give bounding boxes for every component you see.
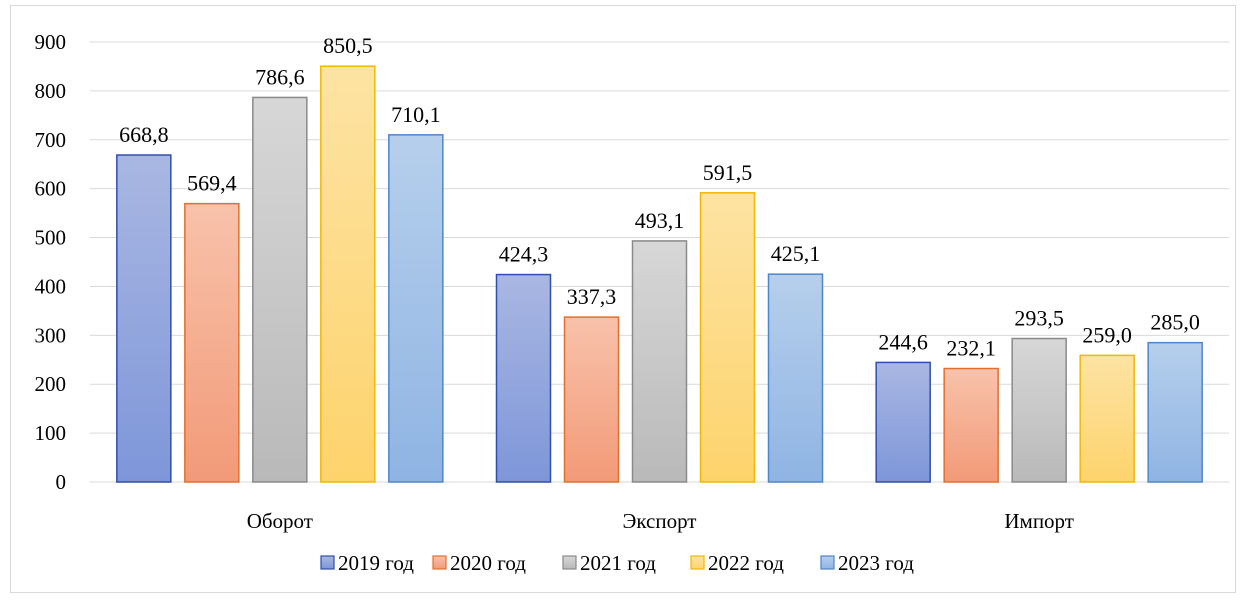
bar <box>943 367 999 483</box>
data-label: 710,1 <box>391 102 441 127</box>
legend-label: 2021 год <box>580 551 656 575</box>
data-label: 244,6 <box>878 329 928 354</box>
bars <box>116 65 1203 483</box>
legend-item: 2022 год <box>690 551 784 575</box>
y-tick-label: 400 <box>35 274 67 298</box>
legend-item: 2021 год <box>562 551 656 575</box>
bar <box>252 96 308 483</box>
y-tick-label: 0 <box>56 470 67 494</box>
data-label: 424,3 <box>499 242 549 267</box>
y-tick-label: 600 <box>35 177 67 201</box>
bar <box>495 273 552 483</box>
bar <box>875 361 931 483</box>
y-tick-label: 500 <box>35 226 67 250</box>
legend: 2019 год 2020 год 2021 год 2022 год 2023 год <box>320 551 914 575</box>
legend-swatch <box>820 555 835 570</box>
legend-item: 2023 год <box>820 551 914 575</box>
data-label: 337,3 <box>567 284 617 309</box>
y-axis-ticks: 0 100 200 300 400 500 600 700 800 900 <box>35 30 67 494</box>
legend-item: 2019 год <box>320 551 414 575</box>
legend-swatch <box>320 555 335 570</box>
bar <box>563 316 620 483</box>
x-tick-label: Импорт <box>1004 509 1074 533</box>
bar <box>699 192 756 483</box>
data-labels: 668,8 569,4 786,6 850,5 710,1 424,3 337,3 493,1… <box>119 33 1200 360</box>
bar <box>631 240 688 483</box>
bar <box>1011 337 1067 483</box>
data-label: 285,0 <box>1150 310 1200 335</box>
legend-swatch <box>690 555 705 570</box>
bar <box>184 202 240 483</box>
y-tick-label: 300 <box>35 323 67 347</box>
legend-label: 2023 год <box>838 551 914 575</box>
data-label: 259,0 <box>1082 322 1132 347</box>
data-label: 569,4 <box>187 171 237 196</box>
bar-chart: 0 100 200 300 400 500 600 700 800 900 668,8 569,4 7… <box>35 30 1229 575</box>
data-label: 493,1 <box>635 208 685 233</box>
data-label: 293,5 <box>1014 306 1064 331</box>
legend-label: 2022 год <box>708 551 784 575</box>
bar <box>1079 354 1135 483</box>
legend-swatch <box>432 555 447 570</box>
x-tick-label: Экспорт <box>622 509 696 533</box>
data-label: 786,6 <box>255 64 305 89</box>
y-tick-label: 800 <box>35 79 67 103</box>
y-tick-label: 900 <box>35 30 67 54</box>
x-tick-label: Оборот <box>247 509 313 533</box>
legend-item: 2020 год <box>432 551 526 575</box>
data-label: 425,1 <box>771 241 821 266</box>
bar <box>1147 341 1203 483</box>
data-label: 850,5 <box>323 33 373 58</box>
data-label: 591,5 <box>703 160 753 185</box>
data-label: 232,1 <box>946 336 996 361</box>
bar <box>388 134 444 483</box>
bar <box>116 154 172 483</box>
y-tick-label: 200 <box>35 372 67 396</box>
bar <box>320 65 376 483</box>
legend-swatch <box>562 555 577 570</box>
bar <box>767 273 824 483</box>
y-tick-label: 100 <box>35 421 67 445</box>
x-axis-categories: Оборот Экспорт Импорт <box>247 509 1074 533</box>
chart-container: 0 100 200 300 400 500 600 700 800 900 668,8 569,4 7… <box>10 5 1236 593</box>
legend-label: 2019 год <box>338 551 414 575</box>
legend-label: 2020 год <box>450 551 526 575</box>
data-label: 668,8 <box>119 122 169 147</box>
y-tick-label: 700 <box>35 128 67 152</box>
